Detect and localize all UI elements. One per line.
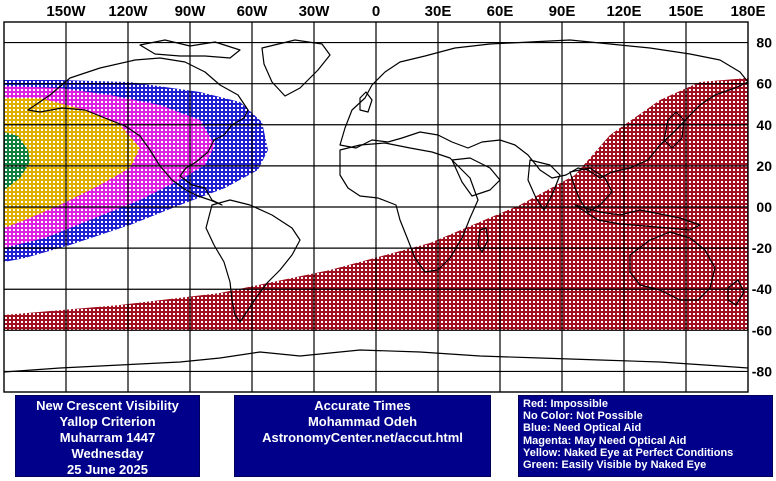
longitude-label: 120E <box>606 3 641 20</box>
japan-outline <box>663 111 685 149</box>
legend-magenta: Magenta: May Need Optical Aid <box>523 434 687 447</box>
greenland-outline <box>261 39 331 97</box>
longitude-label: 180E <box>730 3 765 20</box>
longitude-label: 120W <box>108 3 148 20</box>
longitude-label: 0 <box>372 3 380 20</box>
longitude-labels: 150W 120W 90W 60W 30W 0 30E 60E 90E 120E 150E 180E <box>46 3 765 20</box>
zone-perfect-conditions <box>4 98 140 228</box>
southeast-asia-outline <box>569 167 613 213</box>
legend-box: Red: Impossible No Color: Not Possible B… <box>518 395 773 477</box>
eurasia-outline <box>339 39 749 179</box>
website-line: AstronomyCenter.net/accut.html <box>262 430 463 445</box>
date-line: 25 June 2025 <box>67 462 148 477</box>
legend-no-color: No Color: Not Possible <box>523 410 643 423</box>
latitude-label: 00 <box>756 199 772 215</box>
software-line: Accurate Times <box>314 398 411 413</box>
australia-outline <box>629 231 716 301</box>
legend-green: Green: Easily Visible by Naked Eye <box>523 459 707 472</box>
longitude-label: 60W <box>237 3 269 20</box>
indonesia-outline <box>574 204 701 231</box>
latitude-label: -60 <box>752 322 772 338</box>
legend-blue: Blue: Need Optical Aid <box>523 422 642 435</box>
latitude-label: -80 <box>752 363 772 379</box>
longitude-label: 30W <box>299 3 331 20</box>
longitude-label: 150E <box>668 3 703 20</box>
longitude-label: 90E <box>549 3 576 20</box>
visibility-map: 150W 120W 90W 60W 30W 0 30E 60E 90E 120E 150E 180E … <box>3 3 772 393</box>
antarctica-outline <box>3 349 749 373</box>
north-america-outline <box>27 57 249 206</box>
title-box: New Crescent Visibility Yallop Criterion… <box>15 395 200 477</box>
latitude-label: 80 <box>756 35 772 51</box>
legend-red: Red: Impossible <box>523 398 608 410</box>
africa-outline <box>339 142 479 273</box>
month-line: Muharram 1447 <box>59 430 156 445</box>
latitude-label: 20 <box>756 158 772 174</box>
latitude-label: -20 <box>752 240 772 256</box>
canadian-arctic-outline <box>139 39 241 59</box>
author-line: Mohammad Odeh <box>307 414 418 429</box>
weekday-line: Wednesday <box>71 446 144 461</box>
title-line: New Crescent Visibility <box>36 398 179 413</box>
zone-naked-eye <box>4 132 30 190</box>
british-isles-outline <box>359 91 373 113</box>
south-america-outline <box>205 199 301 323</box>
latitude-label: 40 <box>756 117 772 133</box>
legend-yellow: Yellow: Naked Eye at Perfect Conditions <box>523 446 734 459</box>
india-outline <box>527 159 561 211</box>
longitude-label: 90W <box>175 3 207 20</box>
criterion-line: Yallop Criterion <box>59 414 156 429</box>
longitude-label: 150W <box>46 3 86 20</box>
latitude-labels: 80 60 40 20 00 -20 -40 -60 -80 <box>752 35 772 380</box>
madagascar-outline <box>477 227 489 253</box>
latitude-label: 60 <box>756 76 772 92</box>
credit-box: Accurate Times Mohammad Odeh AstronomyCe… <box>234 395 491 477</box>
latitude-label: -40 <box>752 281 772 297</box>
longitude-label: 30E <box>425 3 452 20</box>
longitude-label: 60E <box>487 3 514 20</box>
graticule <box>3 21 749 393</box>
coastlines <box>3 39 749 373</box>
arabia-outline <box>451 157 501 197</box>
new-zealand-outline <box>727 279 745 306</box>
